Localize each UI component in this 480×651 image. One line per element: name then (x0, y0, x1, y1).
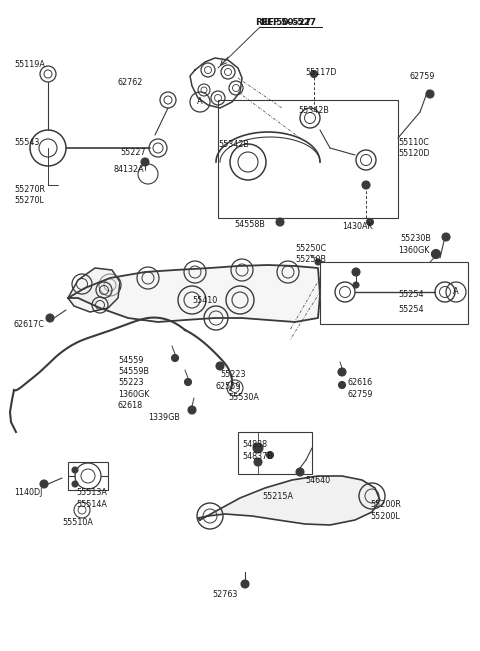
Text: 1360GK: 1360GK (398, 246, 430, 255)
Text: 84132A: 84132A (114, 165, 144, 174)
Circle shape (338, 381, 346, 389)
Circle shape (188, 406, 196, 414)
Bar (238, 432, 312, 474)
Text: 1140DJ: 1140DJ (14, 488, 42, 497)
Text: 54558B: 54558B (234, 220, 265, 229)
Polygon shape (68, 268, 120, 312)
Circle shape (40, 480, 48, 488)
Text: REF.50-527: REF.50-527 (260, 18, 316, 27)
Circle shape (442, 233, 450, 241)
Text: 55223: 55223 (220, 370, 245, 379)
Circle shape (241, 580, 249, 588)
Text: 55410: 55410 (192, 296, 217, 305)
Text: 62617C: 62617C (14, 320, 45, 329)
Text: 55250B: 55250B (295, 255, 326, 264)
Circle shape (72, 481, 78, 487)
Text: 55117D: 55117D (305, 68, 336, 77)
Bar (68, 462, 108, 490)
Text: 62559: 62559 (215, 382, 240, 391)
Circle shape (352, 268, 360, 276)
Circle shape (426, 90, 434, 98)
Text: 55110C: 55110C (398, 138, 429, 147)
Circle shape (276, 218, 284, 226)
Text: 55510A: 55510A (62, 518, 93, 527)
Text: 55254: 55254 (398, 305, 423, 314)
Circle shape (362, 181, 370, 189)
Text: 55227: 55227 (120, 148, 145, 157)
Circle shape (253, 443, 263, 453)
Text: 55270L: 55270L (14, 196, 44, 205)
Text: 55530A: 55530A (228, 393, 259, 402)
Text: 54640: 54640 (305, 476, 330, 485)
Circle shape (171, 355, 179, 361)
Text: 55342B: 55342B (298, 106, 329, 115)
Circle shape (432, 249, 441, 258)
Circle shape (216, 362, 224, 370)
Circle shape (184, 378, 192, 385)
Text: 52763: 52763 (212, 590, 238, 599)
Text: 55200L: 55200L (370, 512, 400, 521)
Circle shape (338, 368, 346, 376)
Circle shape (46, 314, 54, 322)
Text: 55270R: 55270R (14, 185, 45, 194)
Circle shape (266, 452, 274, 458)
Text: 55254: 55254 (398, 290, 423, 299)
Text: 55223: 55223 (118, 378, 144, 387)
Text: 55250C: 55250C (295, 244, 326, 253)
Circle shape (311, 70, 317, 77)
Text: A: A (197, 98, 203, 107)
Text: 55543: 55543 (14, 138, 39, 147)
Text: 54559B: 54559B (118, 367, 149, 376)
Text: 62759: 62759 (410, 72, 435, 81)
Bar (218, 100, 398, 218)
Polygon shape (198, 476, 380, 525)
Text: 54837B: 54837B (242, 452, 273, 461)
Text: 55230B: 55230B (400, 234, 431, 243)
Text: 62759: 62759 (348, 390, 373, 399)
Text: 1430AK: 1430AK (342, 222, 372, 231)
Circle shape (72, 467, 78, 473)
Text: 55120D: 55120D (398, 149, 430, 158)
Text: 55119A: 55119A (14, 60, 45, 69)
Text: 55215A: 55215A (262, 492, 293, 501)
Text: 62762: 62762 (118, 78, 144, 87)
Text: 55200R: 55200R (370, 500, 401, 509)
Circle shape (367, 219, 373, 225)
Circle shape (353, 282, 359, 288)
Circle shape (315, 259, 321, 265)
Text: 55513A: 55513A (76, 488, 107, 497)
Text: 62616: 62616 (348, 378, 373, 387)
Text: 62618: 62618 (118, 401, 143, 410)
Text: 55514A: 55514A (76, 500, 107, 509)
Bar (320, 262, 468, 324)
Text: REF.50-527: REF.50-527 (255, 18, 311, 27)
Text: A: A (453, 288, 459, 296)
Text: 54559: 54559 (118, 356, 144, 365)
Circle shape (254, 458, 262, 466)
Text: 1339GB: 1339GB (148, 413, 180, 422)
Circle shape (296, 468, 304, 476)
Circle shape (141, 158, 149, 166)
Text: 55342B: 55342B (218, 140, 249, 149)
Text: 1360GK: 1360GK (118, 390, 149, 399)
Text: 54838: 54838 (242, 440, 267, 449)
Polygon shape (68, 265, 320, 322)
